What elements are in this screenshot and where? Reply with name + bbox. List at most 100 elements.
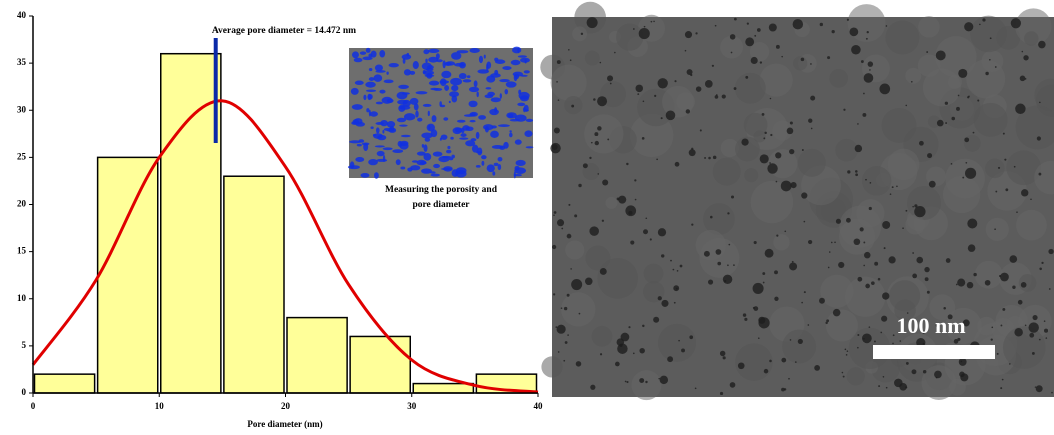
inset-pore <box>514 167 526 174</box>
inset-pore <box>431 174 440 177</box>
sem-pore <box>934 371 942 379</box>
sem-pore <box>804 221 806 223</box>
sem-pore <box>567 334 569 336</box>
inset-pore <box>425 59 427 63</box>
sem-pore <box>626 381 628 383</box>
sem-pore <box>890 193 892 195</box>
sem-pore <box>870 182 872 184</box>
sem-blotch <box>585 51 600 66</box>
inset-pore <box>417 118 422 122</box>
sem-pore <box>956 107 960 111</box>
sem-pore <box>581 33 583 35</box>
sem-pore <box>998 167 1000 169</box>
sem-pore <box>810 63 812 65</box>
sem-pore <box>957 279 965 287</box>
sem-pore <box>789 262 797 270</box>
sem-pore <box>691 148 693 150</box>
sem-blotch <box>986 218 1009 241</box>
sem-pore <box>1032 315 1037 320</box>
sem-pore <box>558 351 560 353</box>
sem-pore <box>760 154 769 163</box>
inset-pore <box>526 119 533 122</box>
inset-pore <box>386 71 388 74</box>
sem-pore <box>677 270 679 272</box>
sem-pore <box>643 100 645 102</box>
sem-pore <box>1044 320 1046 322</box>
sem-pore <box>1036 385 1043 392</box>
inset-pore <box>449 91 459 97</box>
sem-pore <box>943 307 946 310</box>
x-tick-label: 30 <box>407 401 417 411</box>
sem-pore <box>639 348 644 353</box>
bar <box>413 384 473 393</box>
inset-pore <box>466 126 474 131</box>
sem-pore <box>704 251 710 257</box>
inset-pore <box>376 102 383 105</box>
sem-pore <box>951 163 953 165</box>
sem-pore <box>690 74 692 76</box>
sem-pore <box>869 69 871 71</box>
sem-pore <box>689 149 696 156</box>
sem-pore <box>730 34 736 40</box>
sem-pore <box>745 37 754 46</box>
sem-pore <box>650 238 652 240</box>
sem-pore <box>995 191 997 193</box>
sem-pore <box>758 317 769 328</box>
sem-pore <box>781 181 792 192</box>
sem-pore <box>883 376 885 378</box>
inset-pore <box>392 149 403 153</box>
sem-pore <box>855 170 858 173</box>
x-tick-label: 40 <box>534 401 544 411</box>
sem-pore <box>1032 352 1035 355</box>
inset-pore <box>508 114 513 119</box>
x-axis-label: Pore diameter (nm) <box>247 419 322 429</box>
inset-pore <box>424 144 428 152</box>
sem-pore <box>653 21 655 23</box>
sem-pore <box>593 98 596 101</box>
sem-pore <box>845 349 847 351</box>
inset-pore <box>414 103 419 110</box>
sem-blotch <box>839 219 875 255</box>
inset-pore <box>514 73 519 79</box>
inset-pore <box>375 122 384 125</box>
sem-pore <box>1039 339 1041 341</box>
inset-pore <box>476 91 478 97</box>
sem-pore <box>700 129 702 131</box>
inset-pore <box>352 51 359 58</box>
inset-pore <box>515 139 522 144</box>
sem-blotch <box>1024 31 1038 45</box>
sem-pore <box>843 109 845 111</box>
bar <box>224 176 284 393</box>
sem-pore <box>923 370 926 373</box>
sem-pore <box>863 338 865 340</box>
sem-pore <box>790 121 793 124</box>
sem-pore <box>728 244 730 246</box>
sem-blotch <box>631 370 661 400</box>
sem-pore <box>645 381 647 383</box>
sem-blotch <box>918 16 940 38</box>
inset-pore <box>382 97 393 104</box>
sem-blotch <box>847 367 865 385</box>
sem-pore <box>568 49 570 51</box>
sem-pore <box>962 177 964 179</box>
sem-pore <box>896 185 898 187</box>
inset-pore <box>433 151 443 156</box>
inset-pore <box>461 133 467 137</box>
inset-pore <box>510 119 520 122</box>
sem-pore <box>758 337 760 339</box>
inset-pore <box>514 171 516 178</box>
sem-pore <box>833 309 841 317</box>
inset-pore <box>485 94 494 98</box>
inset-pore <box>402 54 412 60</box>
inset-pore <box>358 139 364 143</box>
sem-pore <box>614 52 616 54</box>
sem-pore <box>774 297 778 301</box>
inset-pore <box>352 119 359 124</box>
sem-pore <box>594 132 598 136</box>
sem-pore <box>868 61 873 66</box>
sem-pore <box>643 229 648 234</box>
inset-caption: pore diameter <box>412 200 470 210</box>
sem-pore <box>585 278 593 286</box>
inset-pore <box>400 167 405 170</box>
sem-pore <box>615 362 620 367</box>
